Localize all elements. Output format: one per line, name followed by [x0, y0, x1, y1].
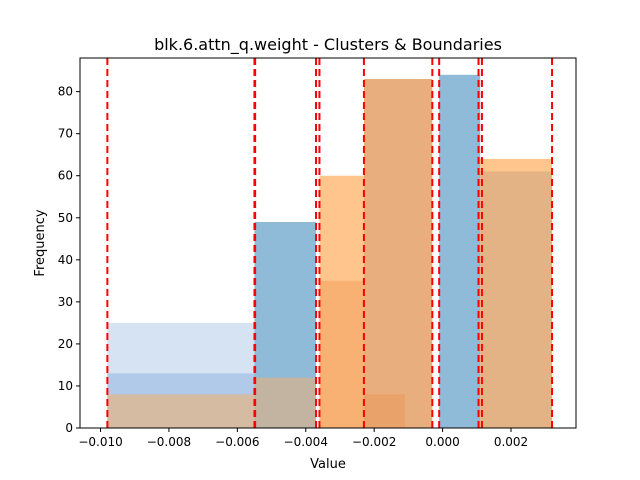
- histogram-bar: [363, 79, 433, 428]
- y-tick-label: 0: [65, 421, 73, 435]
- x-tick-label: −0.008: [147, 435, 191, 449]
- y-tick-label: 40: [58, 253, 73, 267]
- x-tick-label: −0.006: [215, 435, 259, 449]
- x-tick-label: −0.010: [78, 435, 122, 449]
- histogram-bar: [363, 394, 405, 428]
- histogram-bar: [480, 171, 553, 429]
- chart-title: blk.6.attn_q.weight - Clusters & Boundar…: [154, 35, 502, 55]
- x-tick-label: −0.004: [284, 435, 328, 449]
- x-tick-label: 0.002: [494, 435, 528, 449]
- y-axis-label: Frequency: [33, 209, 48, 276]
- histogram-bar: [439, 74, 481, 429]
- x-axis-label: Value: [310, 457, 346, 472]
- y-tick-label: 50: [58, 211, 73, 225]
- histogram-bar: [319, 280, 364, 428]
- histogram-bar: [254, 377, 317, 428]
- y-tick-label: 70: [58, 127, 73, 141]
- x-tick-label: −0.002: [352, 435, 396, 449]
- y-tick-label: 80: [58, 85, 73, 99]
- x-tick-label: 0.000: [425, 435, 459, 449]
- y-tick-label: 30: [58, 295, 73, 309]
- bar-layer: [107, 74, 553, 429]
- y-tick-label: 20: [58, 337, 73, 351]
- boundary-layer: [106, 58, 554, 428]
- x-axis-ticks: −0.010 −0.008 −0.006 −0.004 −0.002 0.000 0.002: [78, 428, 528, 449]
- histogram-bar: [107, 394, 255, 428]
- y-tick-label: 10: [58, 379, 73, 393]
- y-axis-ticks: 0 10 20 30 40 50 60 70 80: [58, 85, 80, 435]
- y-tick-label: 60: [58, 169, 73, 183]
- axes-frame: [79, 57, 577, 429]
